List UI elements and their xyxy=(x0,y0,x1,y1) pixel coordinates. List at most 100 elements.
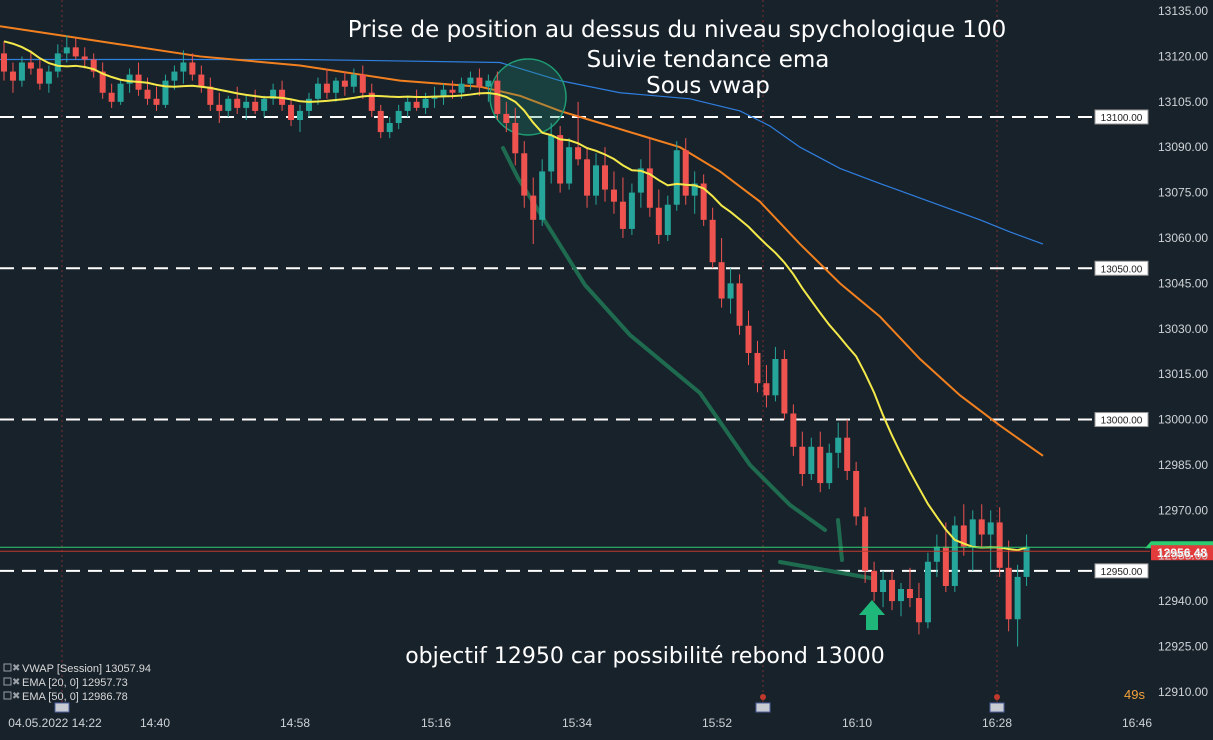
candle-body xyxy=(72,47,79,57)
us-flag-icon xyxy=(755,702,771,713)
bottom-annotation: objectif 12950 car possibilité rebond 13… xyxy=(405,644,885,669)
candle-body xyxy=(987,522,994,535)
candle-body xyxy=(467,77,474,84)
level-label-box xyxy=(1094,260,1149,276)
candle-body xyxy=(664,204,671,235)
candle-body xyxy=(781,359,788,414)
candle-body xyxy=(1023,546,1030,577)
candle-body xyxy=(799,446,806,475)
y-tick-label: 13105.00 xyxy=(1158,95,1208,109)
candle-body xyxy=(288,104,295,120)
candle-body xyxy=(171,71,178,81)
candle-body xyxy=(368,92,375,111)
candle-body xyxy=(305,98,312,111)
candle-body xyxy=(323,83,330,93)
candle-body xyxy=(189,62,196,75)
candle-body xyxy=(449,89,456,93)
candle-body xyxy=(404,101,411,111)
candle-body xyxy=(1014,576,1021,620)
candle-body xyxy=(476,77,483,87)
bar-timer: 49s xyxy=(1124,687,1145,702)
candle-body xyxy=(1005,567,1012,620)
entry-highlight-circle[interactable] xyxy=(489,58,567,136)
arrow-up-icon[interactable] xyxy=(859,600,885,630)
candle-body xyxy=(503,113,510,124)
candle-body xyxy=(90,59,97,72)
candle-body xyxy=(413,101,420,108)
level-label-box xyxy=(1094,412,1149,428)
candle-body xyxy=(297,110,304,120)
x-tick-label: 16:10 xyxy=(842,716,872,730)
level-label: 13050.00 xyxy=(1101,264,1143,275)
candle-body xyxy=(601,165,608,190)
level-label-box xyxy=(1094,109,1149,125)
candle-body xyxy=(619,201,626,229)
candle-body xyxy=(108,92,115,102)
candle-body xyxy=(180,62,187,72)
candle-body xyxy=(906,588,913,599)
candle-body xyxy=(700,183,707,220)
candle-body xyxy=(332,80,339,93)
candle-body xyxy=(341,80,348,87)
legend-toggle-icon[interactable] xyxy=(3,691,12,700)
candle-body xyxy=(915,598,922,623)
candle-body xyxy=(377,110,384,133)
us-flag-icon xyxy=(54,702,70,713)
candle-body xyxy=(350,74,357,87)
y-tick-label: 12910.00 xyxy=(1158,685,1208,699)
candle-body xyxy=(880,579,887,593)
candle-body xyxy=(584,159,591,196)
candle-body xyxy=(530,195,537,220)
legend-close-icon[interactable]: ✖ xyxy=(12,663,20,674)
y-tick-label: 13075.00 xyxy=(1158,186,1208,200)
candle-body xyxy=(673,150,680,205)
legend-close-icon[interactable]: ✖ xyxy=(12,691,20,702)
y-tick-label: 13090.00 xyxy=(1158,140,1208,154)
legend-ema50[interactable]: EMA [50, 0] 12986.78 xyxy=(22,691,128,703)
candle-body xyxy=(951,525,958,586)
candle-body xyxy=(862,516,869,571)
legend-vwap[interactable]: VWAP [Session] 13057.94 xyxy=(22,663,151,675)
y-tick-label: 13060.00 xyxy=(1158,231,1208,245)
candle-body xyxy=(314,83,321,99)
candle-body xyxy=(566,147,573,184)
candle-body xyxy=(359,74,366,93)
y-tick-label: 13135.00 xyxy=(1158,4,1208,18)
candle-body xyxy=(422,98,429,108)
legend-toggle-icon[interactable] xyxy=(3,663,12,672)
candle-body xyxy=(261,98,268,111)
x-tick-label: 15:34 xyxy=(562,716,592,730)
candle-body xyxy=(817,446,824,484)
candle-body xyxy=(126,74,133,84)
candle-body xyxy=(682,150,689,196)
legend-ema20[interactable]: EMA [20, 0] 12957.73 xyxy=(22,677,128,689)
candle-body xyxy=(933,546,940,562)
candle-body xyxy=(969,519,976,547)
y-tick-label: 12940.00 xyxy=(1158,594,1208,608)
candle-body xyxy=(853,470,860,517)
legend-close-icon[interactable]: ✖ xyxy=(12,677,20,688)
candle-body xyxy=(270,89,277,99)
candle-body xyxy=(243,101,250,108)
candle-body xyxy=(593,165,600,196)
trend-drawing-path[interactable] xyxy=(836,518,844,562)
candle-body xyxy=(144,89,151,99)
y-tick-label: 13015.00 xyxy=(1158,367,1208,381)
candle-body xyxy=(628,192,635,229)
y-tick-label: 12925.00 xyxy=(1158,639,1208,653)
candle-body xyxy=(889,579,896,602)
y-tick-label: 13030.00 xyxy=(1158,322,1208,336)
y-tick-label: 12955.00 xyxy=(1158,549,1208,563)
candle-body xyxy=(727,283,734,299)
chart-title-line-1: Prise de position au dessus du niveau sp… xyxy=(348,17,1006,43)
trend-drawing-path[interactable] xyxy=(501,146,827,532)
candle-body xyxy=(763,383,770,396)
legend-toggle-icon[interactable] xyxy=(3,677,12,686)
candle-body xyxy=(63,47,70,54)
candle-body xyxy=(153,98,160,105)
candle-body xyxy=(99,71,106,93)
candle-body xyxy=(871,570,878,593)
trend-drawing-path[interactable] xyxy=(778,560,872,580)
